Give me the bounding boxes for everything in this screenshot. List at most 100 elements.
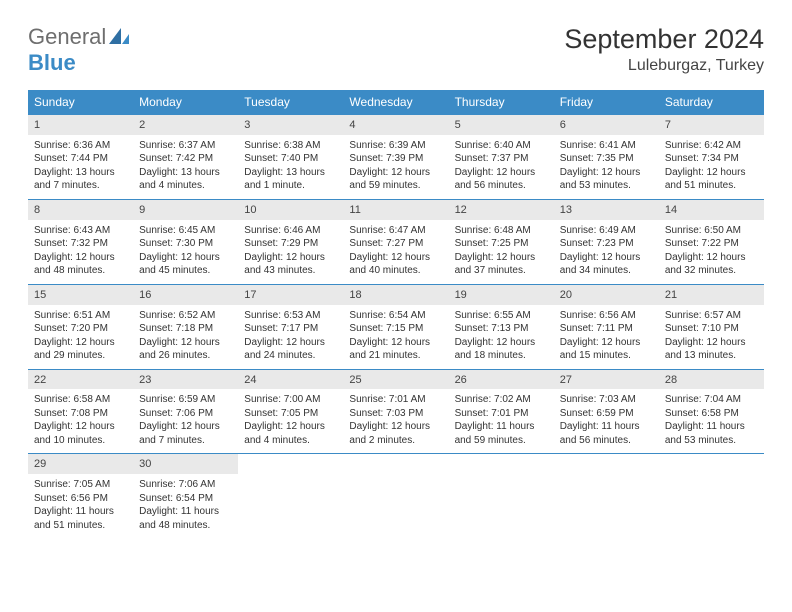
day-body: Sunrise: 7:04 AMSunset: 6:58 PMDaylight:… (659, 389, 764, 453)
day-body: Sunrise: 6:38 AMSunset: 7:40 PMDaylight:… (238, 135, 343, 199)
logo-sail-icon (109, 28, 129, 49)
daylight-text-2: and 24 minutes. (244, 349, 337, 363)
day-body: Sunrise: 6:50 AMSunset: 7:22 PMDaylight:… (659, 220, 764, 284)
sunrise-text: Sunrise: 6:46 AM (244, 224, 337, 238)
empty-cell (659, 454, 764, 538)
sunset-text: Sunset: 7:32 PM (34, 237, 127, 251)
day-number: 21 (659, 285, 764, 305)
day-number: 14 (659, 200, 764, 220)
daylight-text-2: and 4 minutes. (244, 434, 337, 448)
day-cell: 25Sunrise: 7:01 AMSunset: 7:03 PMDayligh… (343, 370, 448, 454)
daylight-text-1: Daylight: 12 hours (139, 251, 232, 265)
day-header-sunday: Sunday (28, 90, 133, 114)
daylight-text-2: and 59 minutes. (455, 434, 548, 448)
sunset-text: Sunset: 7:29 PM (244, 237, 337, 251)
sunset-text: Sunset: 7:03 PM (349, 407, 442, 421)
sunrise-text: Sunrise: 6:39 AM (349, 139, 442, 153)
daylight-text-2: and 13 minutes. (665, 349, 758, 363)
sunset-text: Sunset: 7:44 PM (34, 152, 127, 166)
day-body: Sunrise: 6:55 AMSunset: 7:13 PMDaylight:… (449, 305, 554, 369)
day-cell: 11Sunrise: 6:47 AMSunset: 7:27 PMDayligh… (343, 200, 448, 284)
sunrise-text: Sunrise: 6:38 AM (244, 139, 337, 153)
sunset-text: Sunset: 7:15 PM (349, 322, 442, 336)
day-header-monday: Monday (133, 90, 238, 114)
brand-logo: General Blue (28, 24, 129, 76)
daylight-text-1: Daylight: 12 hours (349, 336, 442, 350)
daylight-text-2: and 1 minute. (244, 179, 337, 193)
day-body: Sunrise: 6:56 AMSunset: 7:11 PMDaylight:… (554, 305, 659, 369)
day-cell: 26Sunrise: 7:02 AMSunset: 7:01 PMDayligh… (449, 370, 554, 454)
daylight-text-2: and 51 minutes. (34, 519, 127, 533)
daylight-text-1: Daylight: 12 hours (34, 336, 127, 350)
day-cell: 17Sunrise: 6:53 AMSunset: 7:17 PMDayligh… (238, 285, 343, 369)
sunset-text: Sunset: 7:42 PM (139, 152, 232, 166)
daylight-text-2: and 56 minutes. (455, 179, 548, 193)
logo-text-blue: Blue (28, 50, 76, 75)
sunrise-text: Sunrise: 7:00 AM (244, 393, 337, 407)
day-body: Sunrise: 6:59 AMSunset: 7:06 PMDaylight:… (133, 389, 238, 453)
sunrise-text: Sunrise: 6:47 AM (349, 224, 442, 238)
day-number: 16 (133, 285, 238, 305)
sunrise-text: Sunrise: 7:06 AM (139, 478, 232, 492)
week-row: 22Sunrise: 6:58 AMSunset: 7:08 PMDayligh… (28, 369, 764, 454)
daylight-text-2: and 4 minutes. (139, 179, 232, 193)
day-cell: 22Sunrise: 6:58 AMSunset: 7:08 PMDayligh… (28, 370, 133, 454)
day-body: Sunrise: 6:48 AMSunset: 7:25 PMDaylight:… (449, 220, 554, 284)
day-cell: 2Sunrise: 6:37 AMSunset: 7:42 PMDaylight… (133, 115, 238, 199)
sunrise-text: Sunrise: 6:36 AM (34, 139, 127, 153)
sunset-text: Sunset: 7:10 PM (665, 322, 758, 336)
day-header-thursday: Thursday (449, 90, 554, 114)
daylight-text-2: and 56 minutes. (560, 434, 653, 448)
day-cell: 9Sunrise: 6:45 AMSunset: 7:30 PMDaylight… (133, 200, 238, 284)
week-row: 8Sunrise: 6:43 AMSunset: 7:32 PMDaylight… (28, 199, 764, 284)
daylight-text-1: Daylight: 11 hours (34, 505, 127, 519)
day-body: Sunrise: 6:45 AMSunset: 7:30 PMDaylight:… (133, 220, 238, 284)
sunrise-text: Sunrise: 7:04 AM (665, 393, 758, 407)
day-cell: 14Sunrise: 6:50 AMSunset: 7:22 PMDayligh… (659, 200, 764, 284)
day-cell: 4Sunrise: 6:39 AMSunset: 7:39 PMDaylight… (343, 115, 448, 199)
daylight-text-1: Daylight: 12 hours (455, 251, 548, 265)
day-number: 1 (28, 115, 133, 135)
daylight-text-1: Daylight: 11 hours (560, 420, 653, 434)
sunrise-text: Sunrise: 6:48 AM (455, 224, 548, 238)
daylight-text-2: and 59 minutes. (349, 179, 442, 193)
daylight-text-2: and 34 minutes. (560, 264, 653, 278)
day-body: Sunrise: 7:01 AMSunset: 7:03 PMDaylight:… (343, 389, 448, 453)
day-body: Sunrise: 7:00 AMSunset: 7:05 PMDaylight:… (238, 389, 343, 453)
sunrise-text: Sunrise: 6:56 AM (560, 309, 653, 323)
day-body: Sunrise: 6:46 AMSunset: 7:29 PMDaylight:… (238, 220, 343, 284)
empty-cell (343, 454, 448, 538)
daylight-text-1: Daylight: 12 hours (244, 420, 337, 434)
sunset-text: Sunset: 7:11 PM (560, 322, 653, 336)
daylight-text-2: and 48 minutes. (34, 264, 127, 278)
day-number: 26 (449, 370, 554, 390)
header-row: General Blue September 2024 Luleburgaz, … (28, 24, 764, 76)
day-cell: 28Sunrise: 7:04 AMSunset: 6:58 PMDayligh… (659, 370, 764, 454)
day-cell: 18Sunrise: 6:54 AMSunset: 7:15 PMDayligh… (343, 285, 448, 369)
daylight-text-2: and 29 minutes. (34, 349, 127, 363)
sunset-text: Sunset: 7:40 PM (244, 152, 337, 166)
day-header-tuesday: Tuesday (238, 90, 343, 114)
daylight-text-2: and 43 minutes. (244, 264, 337, 278)
daylight-text-2: and 32 minutes. (665, 264, 758, 278)
day-number: 11 (343, 200, 448, 220)
sunrise-text: Sunrise: 7:02 AM (455, 393, 548, 407)
day-body: Sunrise: 6:39 AMSunset: 7:39 PMDaylight:… (343, 135, 448, 199)
daylight-text-2: and 21 minutes. (349, 349, 442, 363)
daylight-text-1: Daylight: 12 hours (139, 336, 232, 350)
daylight-text-2: and 7 minutes. (139, 434, 232, 448)
day-number: 15 (28, 285, 133, 305)
sunset-text: Sunset: 7:23 PM (560, 237, 653, 251)
day-body: Sunrise: 6:47 AMSunset: 7:27 PMDaylight:… (343, 220, 448, 284)
daylight-text-1: Daylight: 12 hours (34, 251, 127, 265)
day-cell: 8Sunrise: 6:43 AMSunset: 7:32 PMDaylight… (28, 200, 133, 284)
day-body: Sunrise: 6:41 AMSunset: 7:35 PMDaylight:… (554, 135, 659, 199)
sunset-text: Sunset: 6:58 PM (665, 407, 758, 421)
daylight-text-1: Daylight: 12 hours (349, 251, 442, 265)
sunset-text: Sunset: 6:59 PM (560, 407, 653, 421)
day-number: 5 (449, 115, 554, 135)
day-number: 19 (449, 285, 554, 305)
daylight-text-1: Daylight: 13 hours (244, 166, 337, 180)
day-body: Sunrise: 7:03 AMSunset: 6:59 PMDaylight:… (554, 389, 659, 453)
empty-cell (238, 454, 343, 538)
